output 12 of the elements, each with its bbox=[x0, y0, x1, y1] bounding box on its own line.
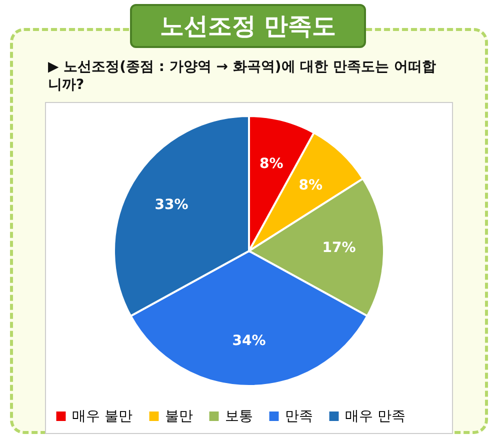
data-label: 33% bbox=[154, 197, 188, 214]
data-label: 17% bbox=[322, 240, 356, 256]
legend-label: 보통 bbox=[225, 408, 253, 424]
data-label: 8% bbox=[298, 177, 322, 194]
chart-subtitle: ▶ 노선조정(종점 : 가양역 → 화곡역)에 대한 만족도는 어떠합니까? bbox=[48, 58, 437, 94]
data-label: 8% bbox=[259, 156, 284, 172]
legend-label: 매우 만족 bbox=[345, 408, 406, 424]
legend-label: 만족 bbox=[285, 408, 313, 424]
data-label: 34% bbox=[232, 333, 266, 349]
legend-label: 불만 bbox=[165, 408, 193, 424]
chart-title: 노선조정 만족도 bbox=[130, 4, 366, 48]
legend-label: 매우 불만 bbox=[72, 408, 132, 424]
